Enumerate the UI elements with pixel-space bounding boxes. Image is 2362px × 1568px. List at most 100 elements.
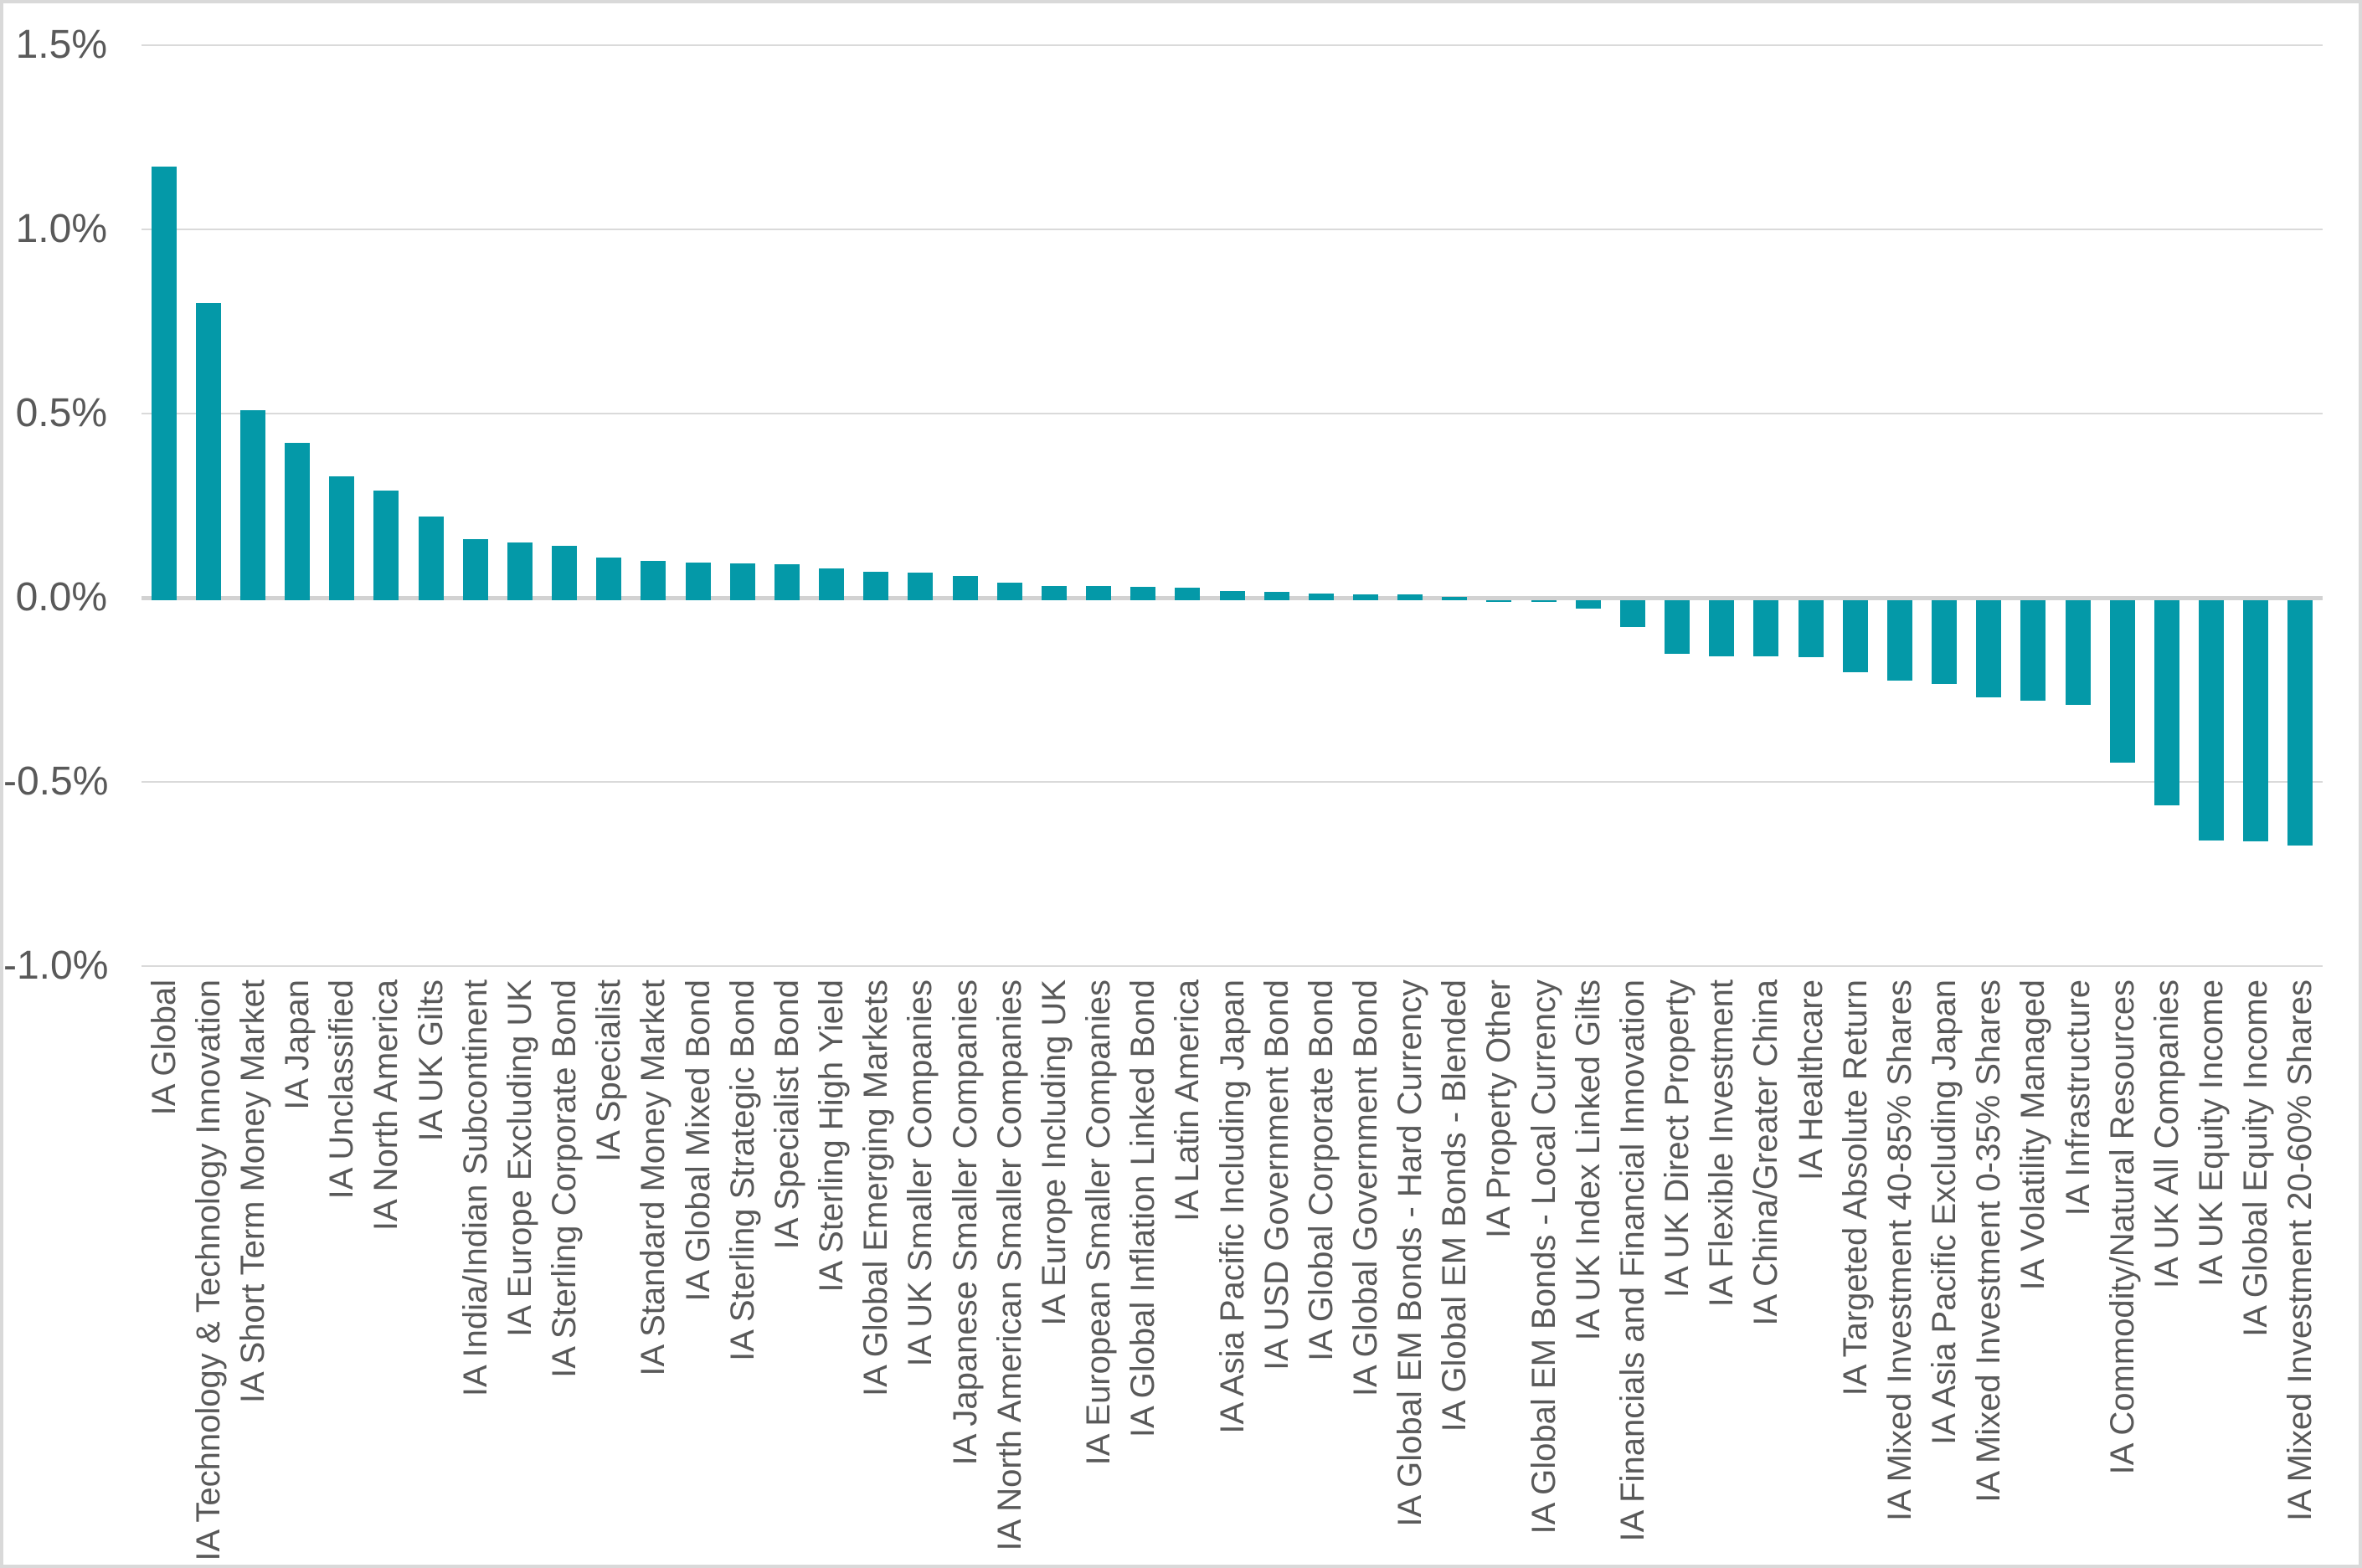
x-axis-category-label-text: IA Unclassified bbox=[323, 979, 360, 1200]
x-axis-category-label: IA Europe Including UK bbox=[1035, 979, 1073, 1565]
bar bbox=[1753, 600, 1778, 656]
x-axis-category-label: IA Volatility Managed bbox=[2014, 979, 2052, 1565]
y-axis-tick-label: 1.5% bbox=[15, 23, 107, 67]
x-axis-category-label: IA Healthcare bbox=[1792, 979, 1830, 1565]
bar bbox=[1932, 600, 1957, 684]
x-axis-category-label: IA Asia Pacific Excluding Japan bbox=[1925, 979, 1963, 1565]
x-axis-category-label-text: IA Europe Excluding UK bbox=[502, 979, 538, 1337]
bar bbox=[2199, 600, 2224, 841]
x-axis-category-label: IA Financials and Financial Innovation bbox=[1613, 979, 1652, 1565]
bar bbox=[1709, 600, 1734, 656]
x-axis-category-label-text: IA Global Equity Income bbox=[2237, 979, 2274, 1337]
x-axis-category-label: IA Specialist bbox=[589, 979, 628, 1565]
x-axis-category-label: IA North American Smaller Companies bbox=[991, 979, 1029, 1565]
x-axis-category-label: IA Global EM Bonds - Local Currency bbox=[1525, 979, 1563, 1565]
x-axis-category-label: IA Global Equity Income bbox=[2236, 979, 2275, 1565]
bar bbox=[463, 539, 488, 600]
bar bbox=[152, 167, 177, 600]
x-axis-category-label: IA UK Smaller Companies bbox=[901, 979, 939, 1565]
x-axis-category-label-text: IA UK Equity Income bbox=[2193, 979, 2230, 1287]
x-axis-category-label: IA Property Other bbox=[1479, 979, 1518, 1565]
x-axis-category-label-text: IA UK Direct Property bbox=[1659, 979, 1696, 1298]
x-axis-category-label-text: IA UK Gilts bbox=[413, 979, 450, 1142]
x-axis-category-label-text: IA Sterling Strategic Bond bbox=[724, 979, 761, 1361]
plot-area: 1.5% 1.0% 0.5% 0.0% -0.5% -1.0% IA Global IA Te… bbox=[3, 3, 2359, 1565]
bar bbox=[1175, 588, 1200, 600]
x-axis-category-label-text: IA Short Term Money Market bbox=[234, 979, 271, 1404]
bar bbox=[1042, 586, 1067, 600]
bar bbox=[373, 491, 399, 600]
x-axis-category-label-text: IA Japan bbox=[279, 979, 316, 1110]
x-axis-category-label-text: IA Global Corporate Bond bbox=[1303, 979, 1340, 1361]
x-axis-category-label-text: IA Flexible Investment bbox=[1703, 979, 1740, 1308]
bar bbox=[774, 564, 800, 600]
x-axis-category-label-text: IA Global EM Bonds - Hard Currency bbox=[1392, 979, 1428, 1527]
x-axis-category-label-text: IA Asia Pacific Including Japan bbox=[1214, 979, 1251, 1434]
x-axis-category-label-text: IA Mixed Investment 20-60% Shares bbox=[2282, 979, 2318, 1521]
x-axis-category-label-text: IA Volatility Managed bbox=[2015, 979, 2051, 1291]
x-axis-category-label: IA Sterling Strategic Bond bbox=[723, 979, 762, 1565]
bar bbox=[2243, 600, 2268, 841]
x-axis-category-label: IA Targeted Absolute Return bbox=[1836, 979, 1875, 1565]
y-axis-tick-label: 0.5% bbox=[15, 391, 107, 435]
bar bbox=[1620, 600, 1645, 627]
x-axis-category-label-text: IA Global Inflation Linked Bond bbox=[1124, 979, 1161, 1438]
y-axis-tick-label: -1.0% bbox=[3, 943, 109, 988]
x-axis-category-label: IA Global Corporate Bond bbox=[1302, 979, 1341, 1565]
x-axis-category-label-text: IA Healthcare bbox=[1793, 979, 1829, 1181]
x-axis-category-label-text: IA Europe Including UK bbox=[1036, 979, 1073, 1326]
bar bbox=[596, 558, 621, 600]
x-axis-category-label-text: IA India/Indian Subcontinent bbox=[457, 979, 494, 1397]
bar bbox=[196, 303, 221, 600]
x-axis-category-label: IA UK Index Linked Gilts bbox=[1569, 979, 1608, 1565]
x-axis-category-label-text: IA Financials and Financial Innovation bbox=[1614, 979, 1651, 1542]
x-axis-category-label-text: IA Specialist bbox=[590, 979, 627, 1162]
x-axis-category-label-text: IA Sterling Corporate Bond bbox=[546, 979, 583, 1378]
bar bbox=[1309, 594, 1334, 600]
x-axis-category-label-text: IA UK Smaller Companies bbox=[902, 979, 939, 1367]
bar bbox=[863, 572, 888, 600]
x-axis-category-label-text: IA Latin America bbox=[1169, 979, 1206, 1222]
x-axis-category-label: IA Flexible Investment bbox=[1702, 979, 1741, 1565]
bar bbox=[1976, 600, 2001, 697]
bar bbox=[2154, 600, 2179, 805]
bar bbox=[1442, 597, 1467, 600]
x-axis-category-label: IA Global Mixed Bond bbox=[679, 979, 718, 1565]
x-axis-category-label-text: IA Targeted Absolute Return bbox=[1837, 979, 1874, 1396]
x-axis-category-label: IA North America bbox=[367, 979, 405, 1565]
bar bbox=[641, 561, 666, 600]
bar bbox=[1086, 586, 1111, 600]
x-axis-category-label-text: IA Technology & Technology Innovation bbox=[190, 979, 227, 1561]
bar bbox=[1887, 600, 1912, 681]
x-axis-category-label-text: IA Global EM Bonds - Local Currency bbox=[1526, 979, 1562, 1535]
bar bbox=[2020, 600, 2046, 701]
bar bbox=[1531, 600, 1557, 602]
x-axis-category-label: IA Global Emerging Markets bbox=[857, 979, 895, 1565]
x-axis-category-label-text: IA European Smaller Companies bbox=[1080, 979, 1117, 1466]
x-axis-category-label-text: IA Mixed Investment 0-35% Shares bbox=[1970, 979, 2007, 1503]
x-axis-category-label: IA Standard Money Market bbox=[634, 979, 672, 1565]
x-axis-category-label-text: IA Global Emerging Markets bbox=[857, 979, 894, 1396]
bar bbox=[1220, 591, 1245, 600]
bar bbox=[1486, 600, 1511, 602]
bar bbox=[1665, 600, 1690, 654]
y-gridline bbox=[142, 44, 2323, 46]
x-axis-category-label-text: IA Property Other bbox=[1480, 979, 1517, 1239]
bar bbox=[1264, 592, 1289, 600]
bar bbox=[1799, 600, 1824, 657]
x-axis-category-label: IA Short Term Money Market bbox=[234, 979, 272, 1565]
bar bbox=[953, 576, 978, 600]
x-axis-category-label-text: IA North America bbox=[368, 979, 404, 1231]
x-axis-category-label: IA Global bbox=[145, 979, 183, 1565]
bar bbox=[686, 563, 711, 600]
bar bbox=[908, 573, 933, 600]
x-axis-category-label: IA Europe Excluding UK bbox=[501, 979, 539, 1565]
bar bbox=[819, 568, 844, 600]
x-axis-category-label: IA USD Government Bond bbox=[1258, 979, 1296, 1565]
x-axis-category-label-text: IA UK All Companies bbox=[2148, 979, 2185, 1289]
x-axis-category-label-text: IA Japanese Smaller Companies bbox=[947, 979, 984, 1466]
bar bbox=[2066, 600, 2091, 705]
x-axis-category-label: IA Mixed Investment 20-60% Shares bbox=[2281, 979, 2319, 1565]
x-axis-category-label: IA Global Government Bond bbox=[1346, 979, 1385, 1565]
